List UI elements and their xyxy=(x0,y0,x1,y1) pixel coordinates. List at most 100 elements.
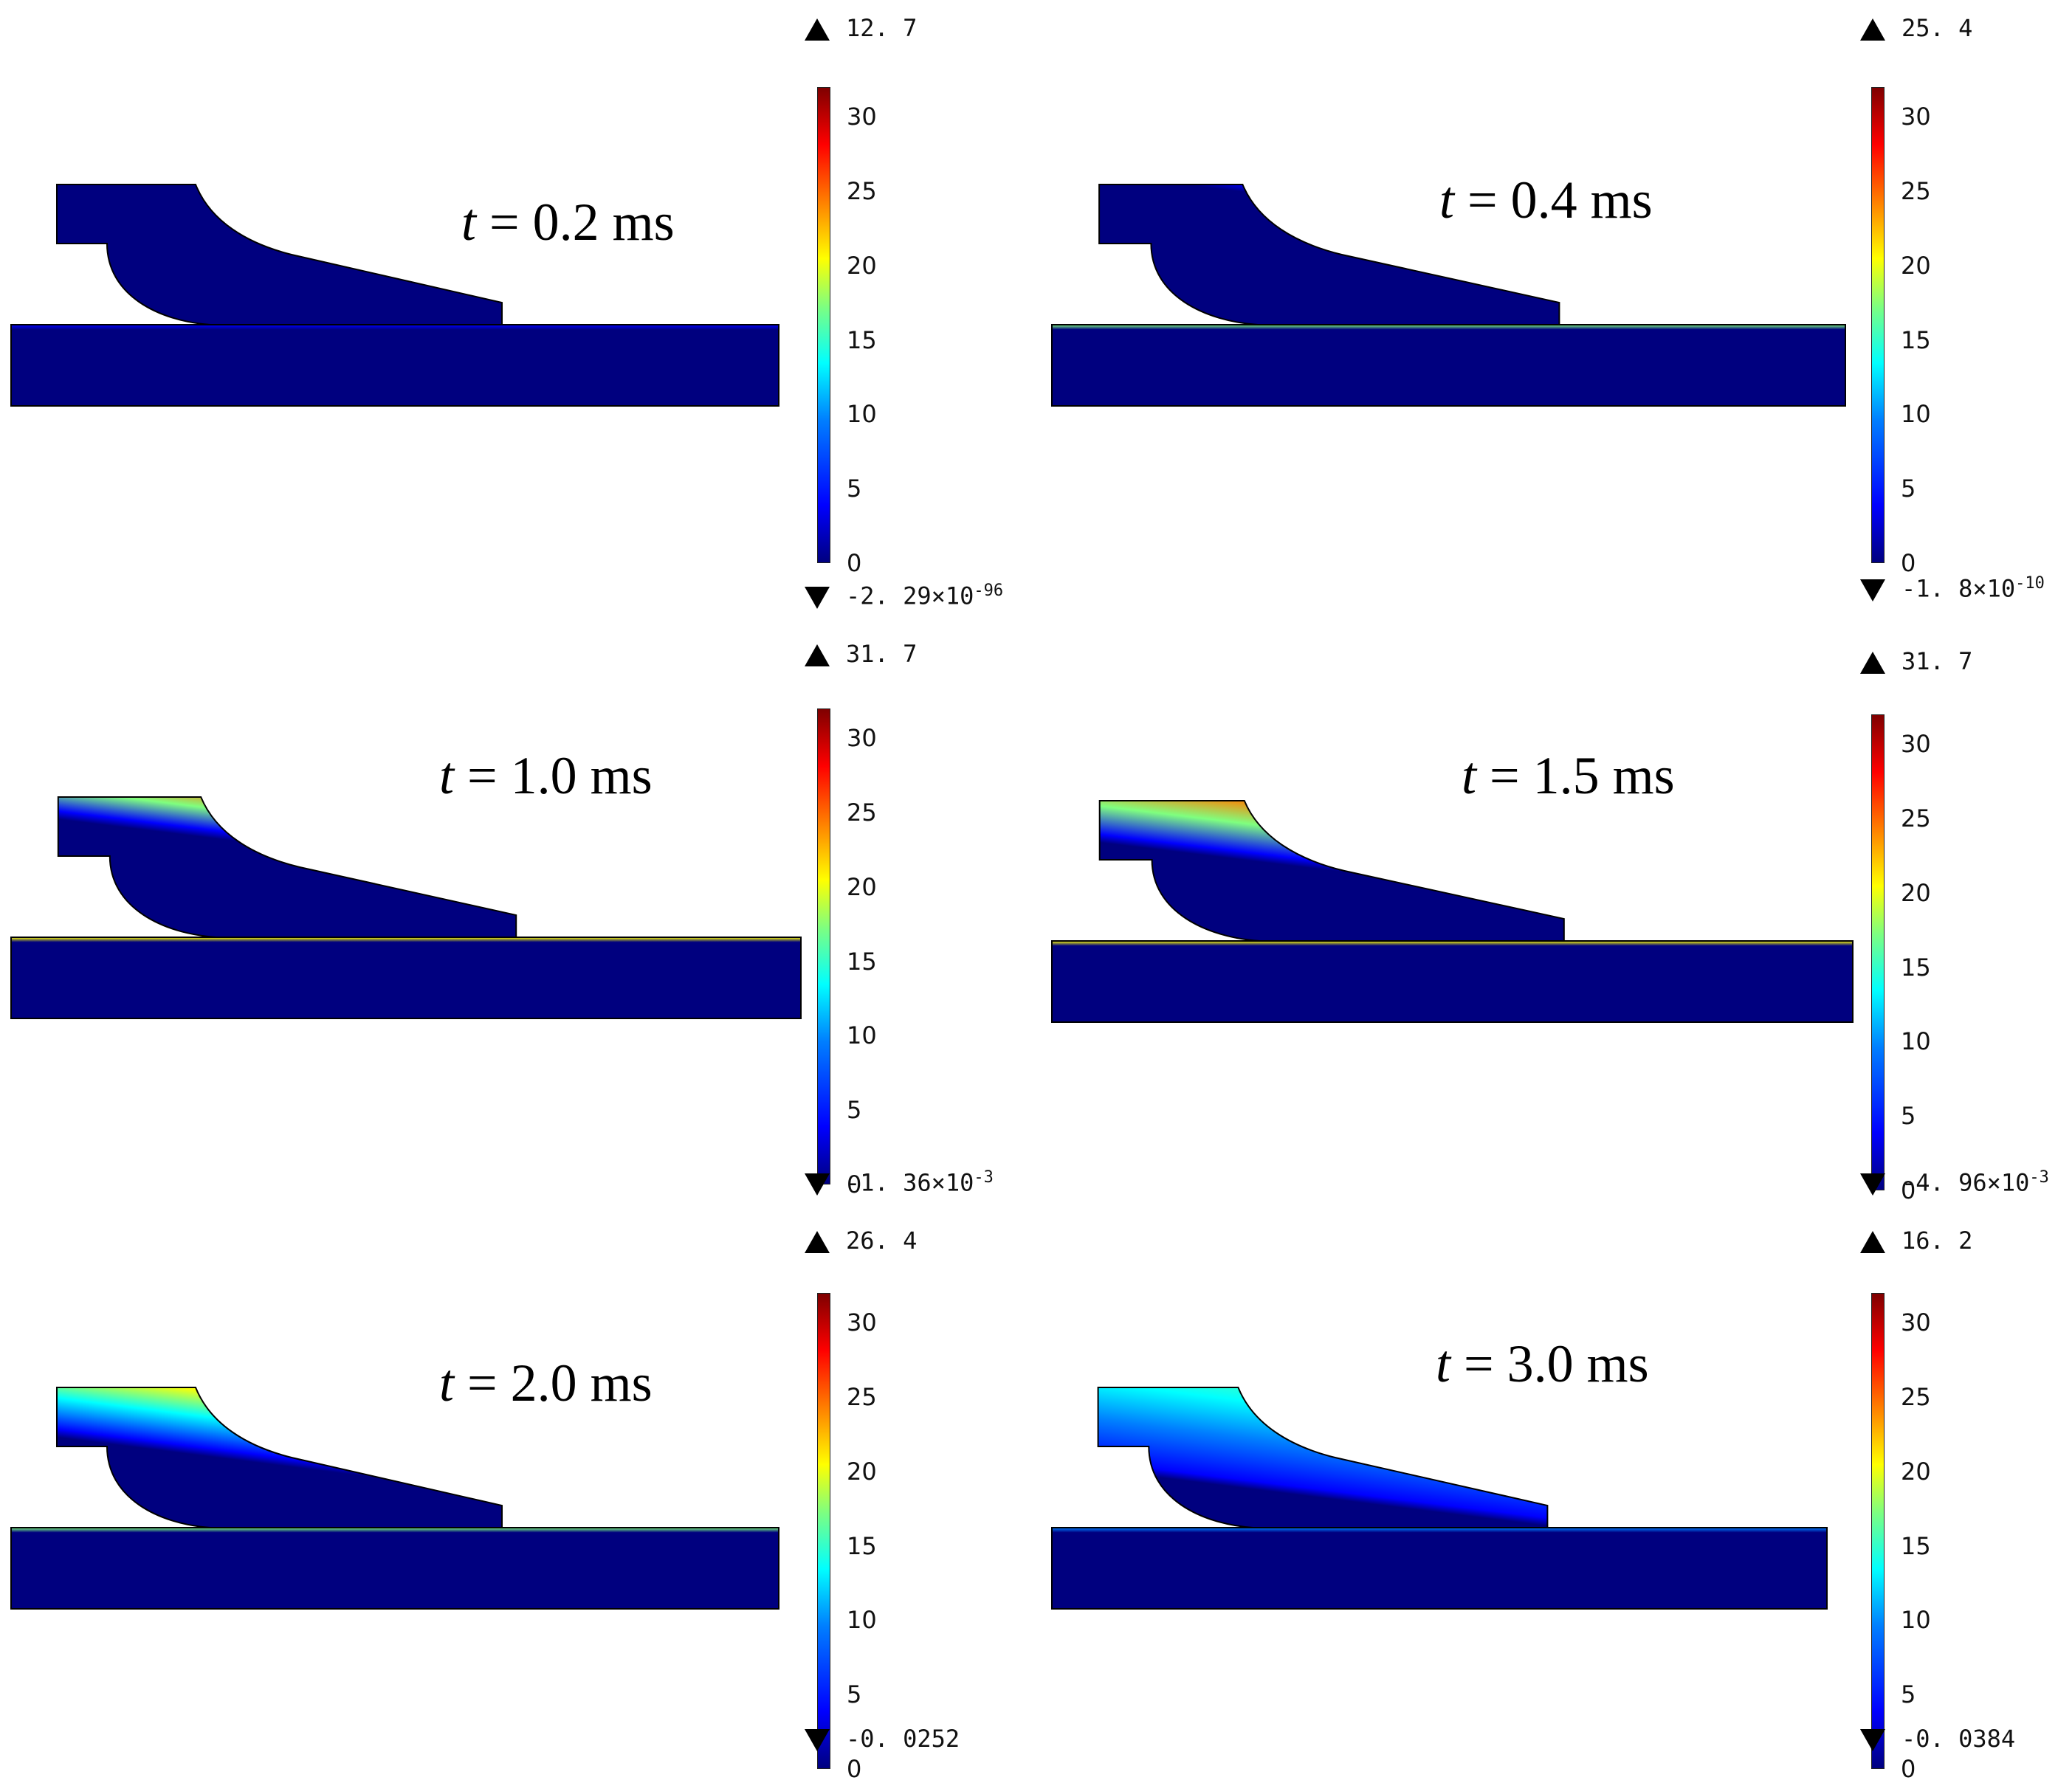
colorbar-gradient xyxy=(1871,714,1885,1190)
colorbar-tick: 30 xyxy=(1901,103,1931,131)
colorbar-tick: 20 xyxy=(847,872,877,901)
min-value-text: -4. 96×10 xyxy=(1901,1168,2030,1197)
colorbar-tick: 5 xyxy=(847,1096,862,1125)
colorbar-tick: 0 xyxy=(1901,1176,1916,1204)
time-value: = 1.5 ms xyxy=(1490,746,1675,805)
min-triangle-icon xyxy=(805,1173,830,1196)
min-triangle-icon xyxy=(1860,1173,1885,1196)
max-triangle-icon xyxy=(805,18,830,41)
colorbar-tick: 20 xyxy=(1901,1457,1931,1486)
colorbar-tick: 15 xyxy=(847,1531,877,1560)
min-value-exponent: -3 xyxy=(2029,1168,2049,1187)
time-value: = 1.0 ms xyxy=(467,746,653,805)
domain-p1 xyxy=(10,184,779,407)
min-value-p6: -0. 0384 xyxy=(1860,1727,2015,1751)
colorbar-tick: 5 xyxy=(1901,475,1916,503)
min-triangle-icon xyxy=(805,586,830,609)
colorbar-tick: 10 xyxy=(847,1021,877,1050)
domain-p6 xyxy=(1051,1387,1828,1610)
colorbar-p2: 30 25 20 15 10 5 0 xyxy=(1871,87,1945,575)
min-value-text: -0. 0252 xyxy=(846,1725,960,1753)
colorbar-tick: 15 xyxy=(1901,1531,1931,1560)
colorbar-p6: 30 25 20 15 10 5 0 xyxy=(1871,1293,1945,1781)
max-value-text: 25. 4 xyxy=(1901,14,1973,42)
colorbar-tick: 20 xyxy=(1901,251,1931,280)
lower-plate-p5 xyxy=(10,1527,779,1610)
min-value-p1: -2. 29×10-96 xyxy=(805,583,1003,609)
colorbar-tick: 0 xyxy=(847,549,862,577)
upper-part-p3 xyxy=(57,796,517,938)
time-variable: t xyxy=(1462,746,1477,805)
colorbar-tick: 5 xyxy=(1901,1102,1916,1131)
max-triangle-icon xyxy=(1860,1231,1885,1253)
min-value-p2: -1. 8×10-10 xyxy=(1860,576,2045,601)
colorbar-tick: 10 xyxy=(847,1606,877,1635)
colorbar-tick: 20 xyxy=(1901,878,1931,907)
time-value: = 2.0 ms xyxy=(467,1353,653,1413)
time-variable: t xyxy=(1439,170,1455,230)
colorbar-tick: 10 xyxy=(847,400,877,429)
domain-p4 xyxy=(1051,800,1854,1023)
colorbar-tick: 30 xyxy=(847,724,877,753)
time-label-p3: t = 1.0 ms xyxy=(439,749,653,802)
min-value-text: -0. 0384 xyxy=(1901,1725,2016,1753)
colorbar-gradient xyxy=(817,708,830,1184)
colorbar-tick: 0 xyxy=(1901,1755,1916,1783)
max-value-p4: 31. 7 xyxy=(1860,649,1972,674)
min-value-exponent: -10 xyxy=(2015,574,2045,593)
colorbar-tick: 25 xyxy=(847,799,877,827)
colorbar-tick: 25 xyxy=(1901,1383,1931,1412)
colorbar-tick: 25 xyxy=(847,1383,877,1412)
colorbar-tick: 30 xyxy=(1901,730,1931,759)
colorbar-tick: 15 xyxy=(1901,325,1931,354)
min-value-text: -2. 29×10 xyxy=(846,582,974,610)
colorbar-tick: 15 xyxy=(847,325,877,354)
min-value-p4: -4. 96×10-3 xyxy=(1860,1170,2049,1196)
time-variable: t xyxy=(439,1353,455,1413)
max-value-p6: 16. 2 xyxy=(1860,1229,1972,1253)
max-value-p3: 31. 7 xyxy=(805,642,917,666)
colorbar-p1: 30 25 20 15 10 5 0 xyxy=(817,87,891,575)
min-value-text: -1. 8×10 xyxy=(1901,574,2016,603)
min-value-p3: -1. 36×10-3 xyxy=(805,1170,994,1196)
upper-part-p5 xyxy=(56,1387,503,1528)
time-label-p5: t = 2.0 ms xyxy=(439,1356,653,1410)
colorbar-tick: 10 xyxy=(1901,1027,1931,1056)
max-triangle-icon xyxy=(1860,18,1885,41)
colorbar-p5: 30 25 20 15 10 5 0 xyxy=(817,1293,891,1781)
colorbar-tick: 15 xyxy=(847,947,877,976)
max-triangle-icon xyxy=(805,1231,830,1253)
colorbar-tick: 10 xyxy=(1901,1606,1931,1635)
time-variable: t xyxy=(439,746,455,805)
domain-p5 xyxy=(10,1387,779,1610)
max-value-text: 12. 7 xyxy=(846,14,918,42)
time-value: = 0.2 ms xyxy=(489,193,675,252)
time-label-p4: t = 1.5 ms xyxy=(1462,749,1675,802)
colorbar-p4: 30 25 20 15 10 5 0 xyxy=(1871,714,1945,1202)
max-value-p1: 12. 7 xyxy=(805,16,917,41)
max-value-p5: 26. 4 xyxy=(805,1229,917,1253)
domain-p3 xyxy=(10,796,802,1019)
lower-plate-p6 xyxy=(1051,1527,1828,1610)
colorbar-gradient xyxy=(817,87,830,563)
min-value-p5: -0. 0252 xyxy=(805,1727,960,1751)
colorbar-tick: 0 xyxy=(1901,549,1916,577)
colorbar-gradient xyxy=(817,1293,830,1769)
colorbar-tick: 30 xyxy=(847,1308,877,1337)
time-value: = 3.0 ms xyxy=(1464,1334,1649,1393)
colorbar-tick: 25 xyxy=(1901,177,1931,206)
colorbar-tick: 5 xyxy=(847,1680,862,1709)
time-label-p2: t = 0.4 ms xyxy=(1439,173,1653,227)
lower-plate-p4 xyxy=(1051,940,1854,1023)
colorbar-p3: 30 25 20 15 10 5 0 xyxy=(817,708,891,1196)
max-value-text: 26. 4 xyxy=(846,1227,918,1255)
colorbar-tick: 25 xyxy=(847,177,877,206)
upper-part-p1 xyxy=(56,184,503,325)
colorbar-tick: 5 xyxy=(1901,1680,1916,1709)
time-label-p6: t = 3.0 ms xyxy=(1436,1337,1649,1390)
max-value-p2: 25. 4 xyxy=(1860,16,1972,41)
min-value-text: -1. 36×10 xyxy=(846,1168,974,1197)
colorbar-tick: 0 xyxy=(847,1170,862,1199)
min-triangle-icon xyxy=(1860,579,1885,601)
